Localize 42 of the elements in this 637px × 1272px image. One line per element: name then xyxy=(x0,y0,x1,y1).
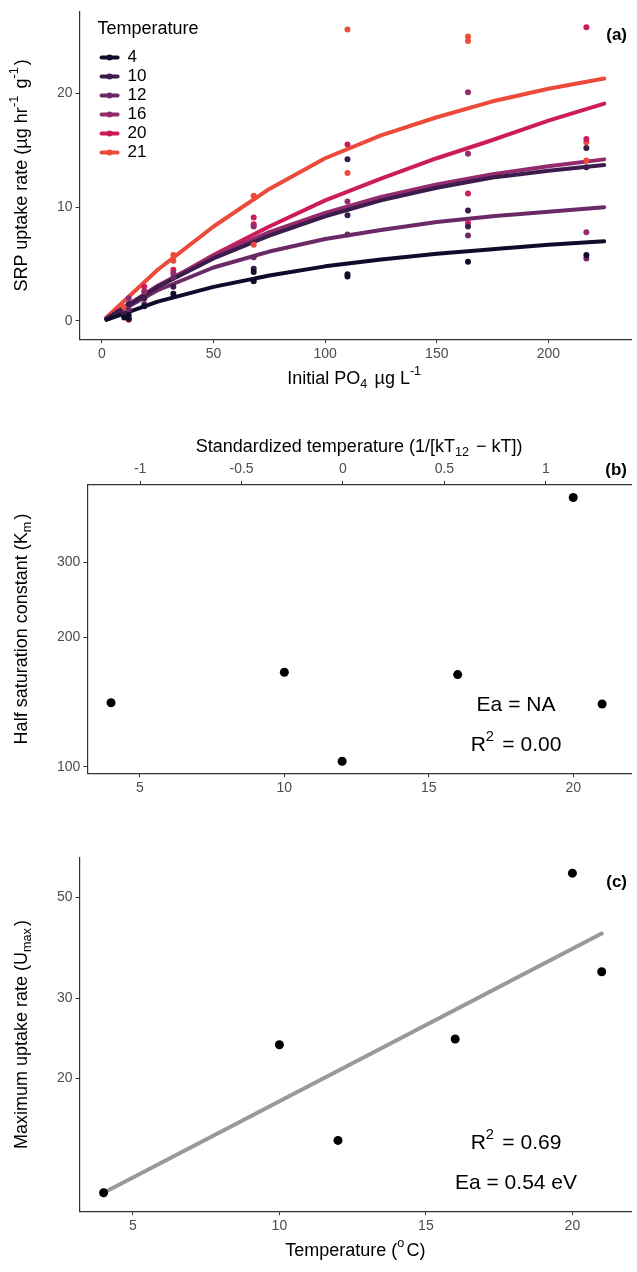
y-tick-label: 300 xyxy=(57,552,81,569)
legend-title: Temperature xyxy=(97,18,199,39)
annotation: Ea = 0.54 eV xyxy=(454,1170,578,1193)
x-tick-label: 10 xyxy=(276,779,293,796)
x2-tick-label: -1 xyxy=(133,460,147,477)
x-tick-label: 50 xyxy=(205,345,222,362)
x2-tick-label: 1 xyxy=(541,460,550,477)
y-tick-label: 20 xyxy=(56,1069,73,1086)
x2-tick-label: -0.5 xyxy=(229,460,254,477)
x-tick-label: 5 xyxy=(136,779,145,796)
x2-tick-label: 0.5 xyxy=(434,460,455,477)
legend-label: 10 xyxy=(127,66,147,86)
x-tick-label: 150 xyxy=(425,345,449,362)
text: (b) xyxy=(605,460,628,480)
legend-label: 4 xyxy=(127,47,138,67)
legend-label: 12 xyxy=(127,85,147,105)
annotation: (c) xyxy=(606,871,627,891)
x-tick-label: 15 xyxy=(421,779,437,796)
legend-label: 20 xyxy=(127,123,147,143)
legend-label: 21 xyxy=(127,142,147,162)
y-tick-label: 50 xyxy=(56,888,73,905)
x-tick-label: 20 xyxy=(564,1217,581,1234)
y-axis-title: Maximum uptake rate (Umax) xyxy=(10,920,34,1150)
x-tick-label: 100 xyxy=(313,345,338,362)
annotation: Ea = NA xyxy=(476,692,556,715)
y-tick-label: 10 xyxy=(56,198,73,215)
x-tick-label: 20 xyxy=(565,779,582,796)
y-tick-label: 20 xyxy=(56,84,73,101)
legend-label: 16 xyxy=(127,104,147,124)
y-tick-label: 30 xyxy=(56,989,73,1006)
x-tick-label: 10 xyxy=(271,1217,288,1234)
x-tick-label: 15 xyxy=(418,1217,434,1234)
y-tick-label: 200 xyxy=(57,628,81,645)
annotation: (a) xyxy=(606,25,627,45)
y-tick-label: 0 xyxy=(64,311,73,328)
x-tick-label: 0 xyxy=(98,345,106,362)
x2-tick-label: 0 xyxy=(339,460,348,477)
x-tick-label: 200 xyxy=(536,345,561,362)
y-axis-title: Half saturation constant (Km) xyxy=(10,513,34,745)
y-axis-title: SRP uptake rate (µg hr-1 g-1) xyxy=(7,59,31,292)
y-tick-label: 100 xyxy=(57,757,81,774)
x-tick-label: 5 xyxy=(129,1217,137,1234)
